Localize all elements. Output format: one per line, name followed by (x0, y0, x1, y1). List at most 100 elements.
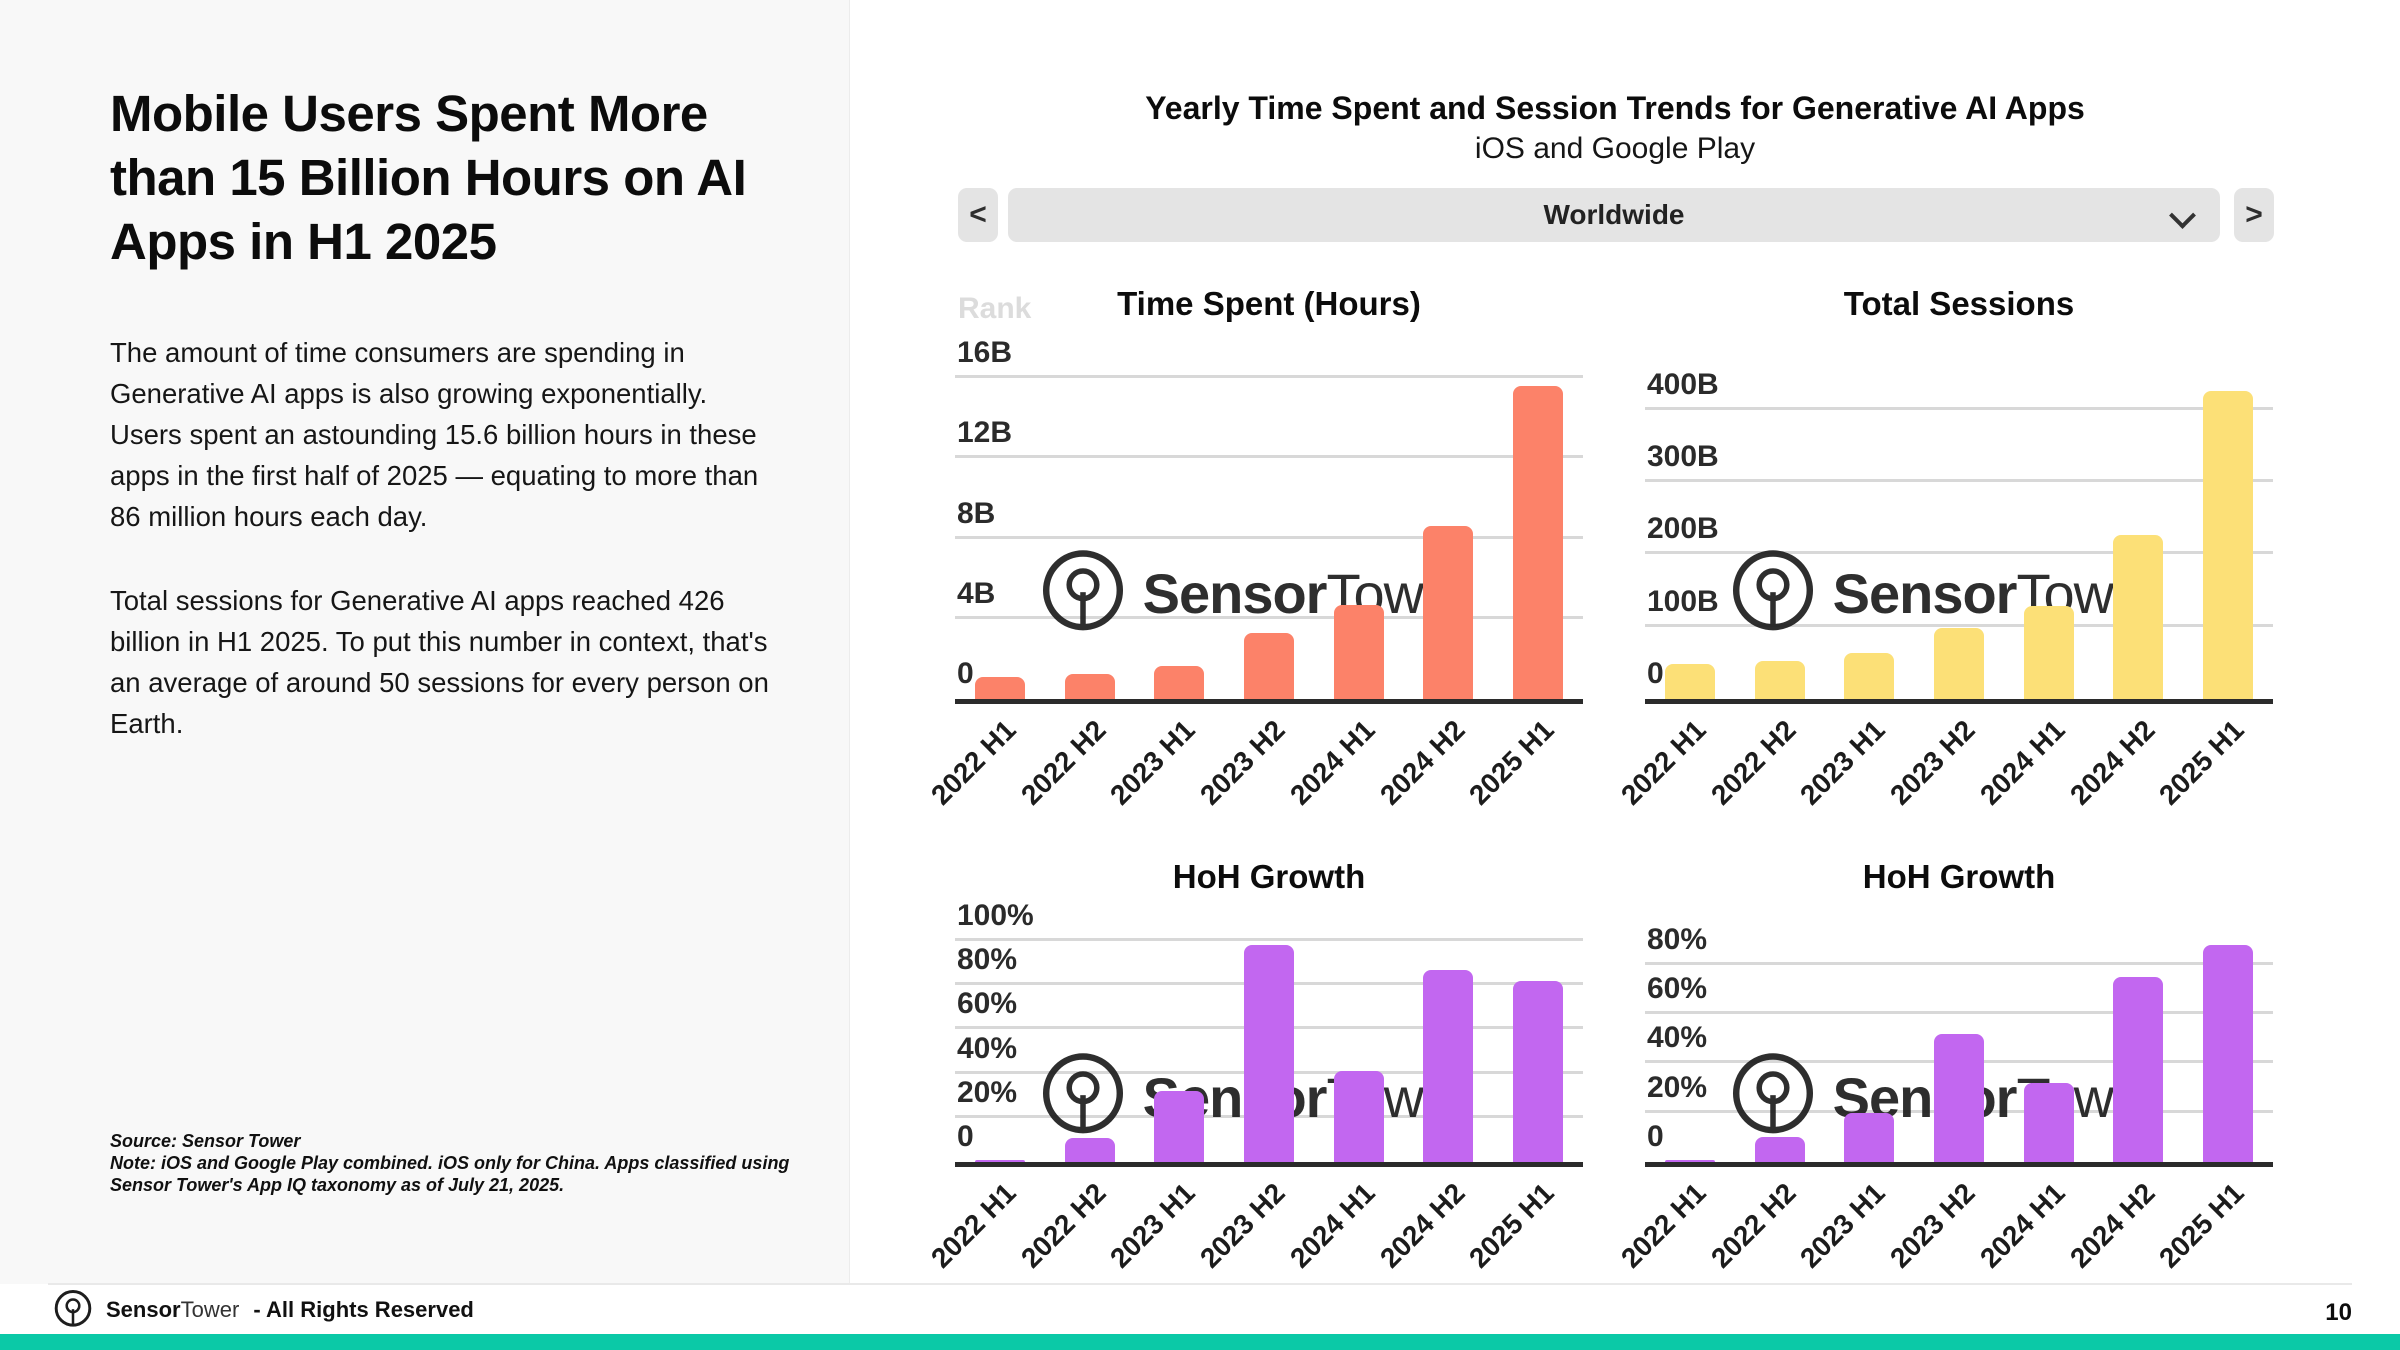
footer: SensorTower - All Rights Reserved 10 (48, 1283, 2352, 1335)
gridline (955, 615, 1583, 619)
bar-series (955, 930, 1583, 1162)
chart-plot-area: 0 20% 40% 60% 80% 100% SensorTower (955, 899, 1583, 1167)
y-tick-label: 40% (957, 1031, 1018, 1065)
x-tick: 2025 H1 (2153, 1167, 2273, 1277)
region-prev-button[interactable]: < (958, 188, 998, 242)
chevron-down-icon (2169, 202, 2196, 229)
chart-plot-area: 0 20% 40% 60% 80% SensorTower (1645, 923, 2273, 1167)
x-axis-labels: 2022 H1 2022 H2 2023 H1 2023 H2 2024 H1 2024 … (925, 1167, 1583, 1277)
bar-2024-h2 (1423, 526, 1474, 699)
bar-series (955, 370, 1583, 699)
sensortower-logo-icon (54, 1290, 92, 1327)
bar-2024-h1 (1333, 1071, 1384, 1162)
chart-group-title: Yearly Time Spent and Session Trends for… (1145, 90, 2085, 126)
x-tick: 2025 H1 (1463, 1167, 1583, 1277)
bar-2022-h2 (1754, 660, 1805, 699)
body-paragraph-1: The amount of time consumers are spendin… (110, 337, 759, 532)
x-axis-labels: 2022 H1 2022 H2 2023 H1 2023 H2 2024 H1 2024 … (925, 704, 1583, 814)
bar-2022-h2 (1064, 673, 1115, 699)
gridline (955, 535, 1583, 539)
footnote-source: Source: Sensor Tower (110, 1131, 301, 1151)
y-tick-label: 80% (1647, 922, 1708, 956)
sensortower-logo-icon (1732, 1053, 1813, 1134)
bar-2022-h1 (974, 676, 1025, 699)
footer-brand: SensorTower - All Rights Reserved (106, 1297, 474, 1323)
bar-2022-h1 (1664, 1159, 1715, 1162)
x-axis-labels: 2022 H1 2022 H2 2023 H1 2023 H2 2024 H1 2024 … (1615, 1167, 2273, 1277)
x-tick: 2025 H1 (1463, 704, 1583, 814)
chart-title: Total Sessions (1843, 285, 2075, 322)
bar-2024-h2 (2113, 976, 2164, 1162)
y-tick-label: 4B (957, 576, 996, 610)
body-paragraph-2: Total sessions for Generative AI apps re… (110, 585, 769, 739)
x-tick-label: 2022 H1 (1614, 1177, 1712, 1274)
footnote-note: Note: iOS and Google Play combined. iOS … (110, 1153, 790, 1195)
bar-2025-h1 (2203, 944, 2254, 1162)
y-tick-label: 0 (1647, 1120, 1664, 1153)
chart-title: HoH Growth (1172, 858, 1366, 895)
x-tick-label: 2022 H1 (924, 1177, 1022, 1274)
gridline (1645, 1010, 2273, 1014)
bar-series (1645, 930, 2273, 1162)
y-tick-label: 60% (957, 987, 1018, 1021)
gridline (1645, 961, 2273, 965)
y-tick-label: 0 (957, 657, 974, 690)
chart-plot-area: 0 100B 200B 300B 400B SensorTower (1645, 367, 2273, 704)
bar-2022-h1 (974, 1159, 1025, 1162)
x-tick-label: 2022 H1 (1614, 714, 1712, 811)
bar-2022-h2 (1064, 1137, 1115, 1162)
bar-2025-h1 (1513, 980, 1564, 1162)
chart-group-subtitle: iOS and Google Play (1474, 132, 1756, 165)
ghost-rank-label: Rank (958, 292, 1032, 325)
bar-2024-h2 (1423, 969, 1474, 1162)
footer-brand-light: Tower (180, 1297, 240, 1322)
bar-2023-h2 (1933, 628, 1984, 699)
bar-2023-h1 (1844, 1112, 1895, 1162)
gridline (1645, 623, 2273, 627)
y-tick-label: 80% (957, 943, 1018, 977)
page-title: Mobile Users Spent More than 15 Billion … (110, 85, 747, 270)
sensortower-logo-icon (1042, 1053, 1123, 1134)
bar-2023-h1 (1154, 1091, 1205, 1162)
gridline (955, 455, 1583, 459)
bar-2024-h1 (2023, 605, 2074, 699)
footer-brand-bold: Sensor (106, 1297, 181, 1322)
region-dropdown[interactable]: Worldwide (1008, 188, 2220, 242)
y-tick-label: 0 (1647, 657, 1664, 690)
sensortower-logo-icon (1732, 550, 1813, 631)
bar-2023-h1 (1844, 652, 1895, 699)
y-tick-label: 100B (1647, 584, 1719, 618)
bar-2025-h1 (1513, 386, 1564, 699)
bar-2022-h1 (1664, 664, 1715, 699)
bar-2023-h2 (1243, 945, 1294, 1162)
bar-2023-h1 (1154, 665, 1205, 699)
y-tick-label: 20% (957, 1075, 1018, 1109)
y-tick-label: 40% (1647, 1021, 1708, 1055)
bar-2024-h1 (2023, 1083, 2074, 1162)
x-tick: 2025 H1 (2153, 704, 2273, 814)
y-tick-label: 12B (957, 416, 1013, 450)
y-tick-label: 0 (957, 1120, 974, 1153)
y-tick-label: 8B (957, 496, 996, 530)
region-dropdown-value: Worldwide (1543, 199, 1685, 230)
chart-title: HoH Growth (1862, 858, 2056, 895)
gridline (1645, 551, 2273, 555)
y-tick-label: 400B (1647, 367, 1719, 401)
bar-2023-h2 (1243, 632, 1294, 699)
gridline (1645, 479, 2273, 483)
y-tick-label: 60% (1647, 971, 1708, 1005)
chart-plot-area: 0 4B 8B 12B 16B SensorTower (955, 336, 1583, 704)
y-tick-label: 20% (1647, 1070, 1708, 1104)
bar-series (1645, 370, 2273, 699)
footnote: Source: Sensor Tower Note: iOS and Googl… (110, 1130, 800, 1196)
y-tick-label: 200B (1647, 512, 1719, 546)
x-tick-label: 2022 H1 (924, 714, 1022, 811)
region-next-button[interactable]: > (2234, 188, 2274, 242)
y-tick-label: 100% (957, 899, 1034, 933)
gridline (955, 938, 1583, 942)
page-number: 10 (2325, 1299, 2352, 1326)
bar-2024-h2 (2113, 534, 2164, 699)
sensortower-logo-icon (1042, 550, 1123, 631)
bar-2025-h1 (2203, 390, 2254, 699)
